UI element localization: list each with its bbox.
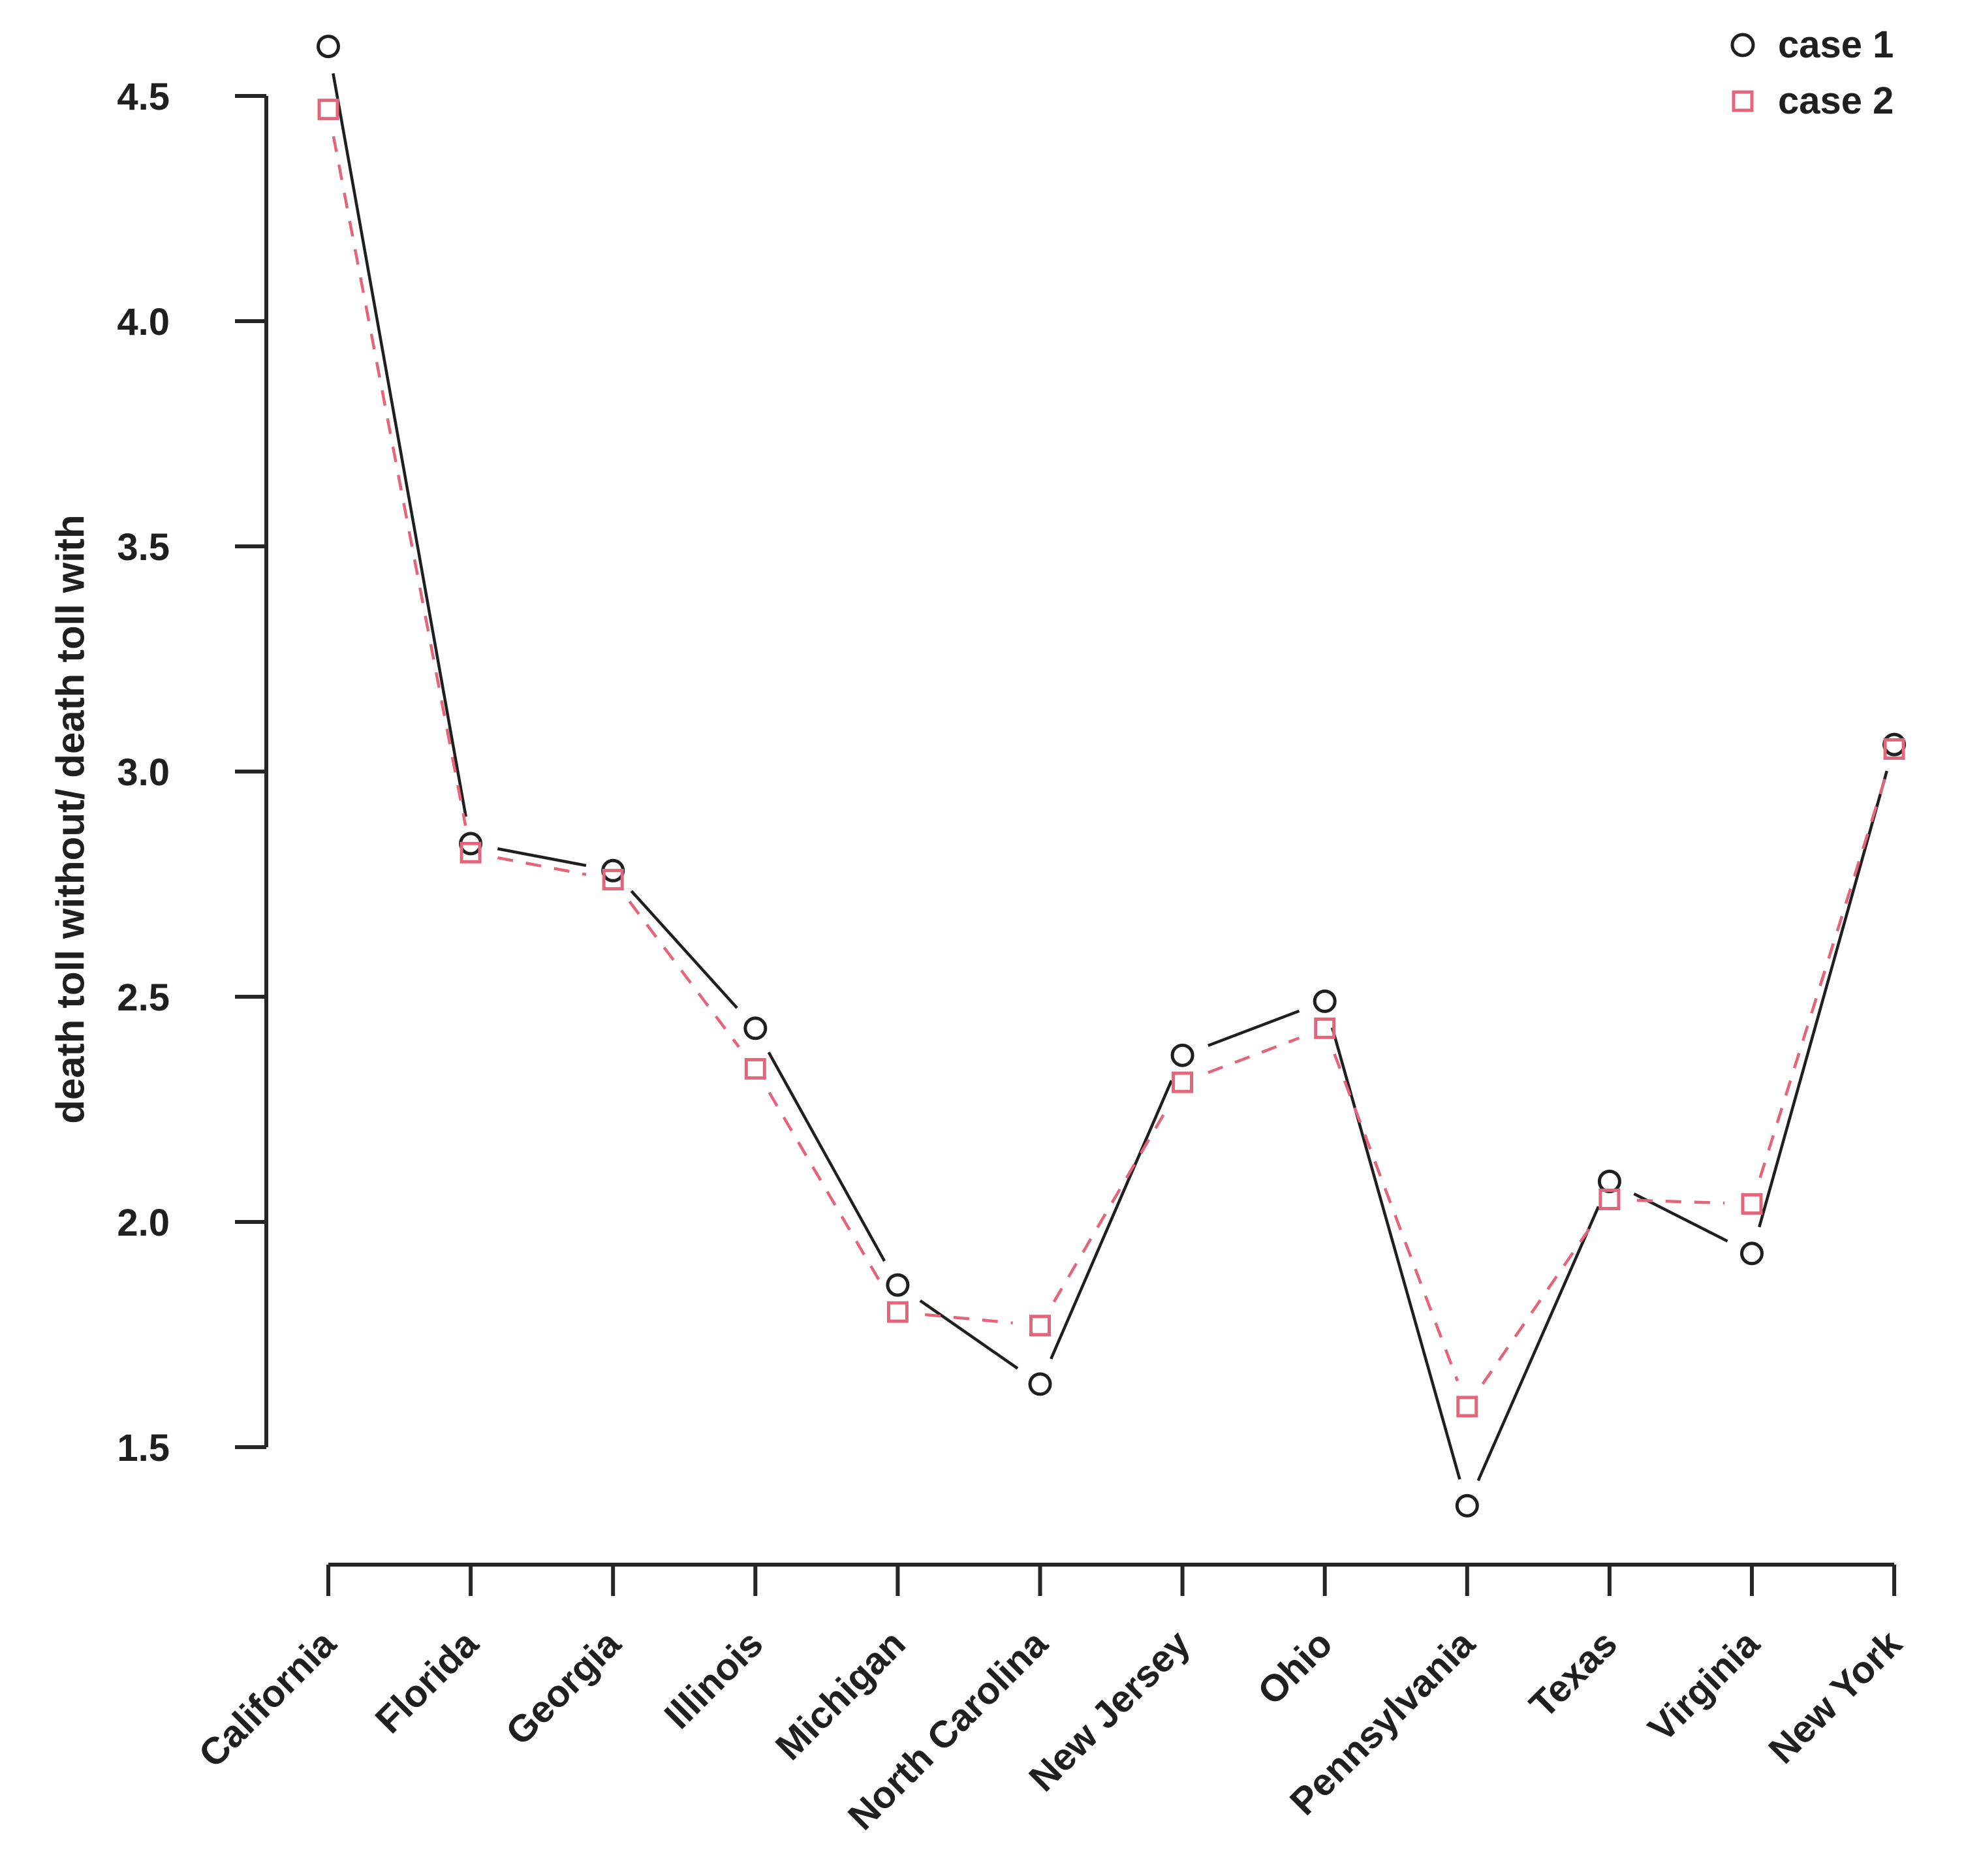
series-case-1-segment bbox=[1476, 1206, 1600, 1482]
series-case-1-segment bbox=[1208, 1009, 1300, 1047]
series-case-2-segment bbox=[1208, 1037, 1300, 1074]
series-case-2-marker bbox=[1741, 1193, 1763, 1215]
series-case-1-segment bbox=[919, 1299, 1019, 1370]
y-tick-label: 2.5 bbox=[117, 977, 170, 1019]
series-case-1-marker bbox=[1170, 1043, 1194, 1067]
legend: case 1 case 2 bbox=[1728, 20, 1894, 127]
series-case-1-marker bbox=[1313, 989, 1337, 1013]
series-case-1-marker bbox=[1455, 1493, 1479, 1518]
series-case-2-segment bbox=[924, 1313, 1013, 1324]
x-tick-label: Illinois bbox=[657, 1622, 772, 1737]
series-case-2-marker bbox=[1883, 738, 1905, 760]
legend-marker-square-icon bbox=[1732, 90, 1754, 112]
series-case-2-segment bbox=[1481, 1221, 1595, 1385]
series-case-2-segment bbox=[497, 856, 587, 876]
series-case-1-marker bbox=[886, 1273, 910, 1297]
series-case-2-marker bbox=[744, 1057, 766, 1080]
series-case-2-segment bbox=[1333, 1053, 1459, 1382]
series-case-1-marker bbox=[1028, 1372, 1052, 1396]
x-tick-label: Ohio bbox=[1250, 1622, 1341, 1713]
series-case-2-marker bbox=[1598, 1189, 1621, 1210]
series-case-2-segment bbox=[1052, 1105, 1170, 1303]
series-case-2-segment bbox=[628, 900, 740, 1048]
legend-label-case-2: case 2 bbox=[1778, 80, 1894, 122]
series-case-2-segment bbox=[1758, 774, 1888, 1178]
series-case-2-marker bbox=[460, 841, 482, 864]
series-case-1-segment bbox=[630, 890, 738, 1009]
series-case-1-marker bbox=[743, 1016, 768, 1040]
legend-item-case-1: case 1 bbox=[1728, 20, 1894, 70]
x-tick-label: Georgia bbox=[497, 1622, 629, 1753]
legend-marker-circle-icon bbox=[1730, 33, 1755, 57]
series-case-1-segment bbox=[332, 73, 467, 817]
y-axis-title: death toll without/ death toll with bbox=[48, 514, 93, 1124]
series-case-2-marker bbox=[886, 1301, 909, 1323]
x-tick-label: Florida bbox=[367, 1622, 487, 1742]
series-case-2-marker bbox=[602, 869, 624, 891]
series-case-1-marker bbox=[1597, 1169, 1621, 1193]
y-tick-label: 1.5 bbox=[117, 1427, 170, 1469]
series-case-2-segment bbox=[1636, 1198, 1725, 1205]
x-tick-label: Virginia bbox=[1640, 1622, 1768, 1750]
x-tick-label: California bbox=[191, 1622, 345, 1776]
series-case-1-marker bbox=[1882, 732, 1907, 757]
series-case-1-marker bbox=[1740, 1242, 1764, 1266]
series-case-1-segment bbox=[1330, 1027, 1461, 1480]
legend-label-case-1: case 1 bbox=[1778, 23, 1894, 66]
series-case-2-marker bbox=[1456, 1396, 1478, 1418]
series-case-1-segment bbox=[1050, 1080, 1173, 1360]
y-tick-label: 4.0 bbox=[117, 301, 170, 343]
y-tick-label: 3.5 bbox=[117, 526, 170, 569]
series-case-2-segment bbox=[768, 1091, 886, 1289]
series-case-2-segment bbox=[332, 136, 467, 826]
series-case-1-segment bbox=[1758, 770, 1888, 1228]
y-tick-label: 3.0 bbox=[117, 751, 170, 794]
series-case-2-marker bbox=[317, 99, 339, 121]
series-case-2-marker bbox=[1029, 1315, 1051, 1337]
y-tick-label: 4.5 bbox=[117, 76, 170, 118]
x-tick-label: New York bbox=[1760, 1622, 1910, 1772]
series-case-1-segment bbox=[767, 1051, 886, 1262]
series-case-1-segment bbox=[497, 847, 587, 868]
legend-item-case-2: case 2 bbox=[1728, 76, 1894, 127]
x-tick-label: Texas bbox=[1521, 1622, 1625, 1726]
x-tick-label: Michigan bbox=[768, 1622, 914, 1768]
series-case-2-marker bbox=[1314, 1017, 1336, 1039]
series-case-1-marker bbox=[317, 35, 340, 59]
series-case-2-marker bbox=[1172, 1071, 1194, 1093]
y-tick-label: 2.0 bbox=[117, 1202, 170, 1244]
